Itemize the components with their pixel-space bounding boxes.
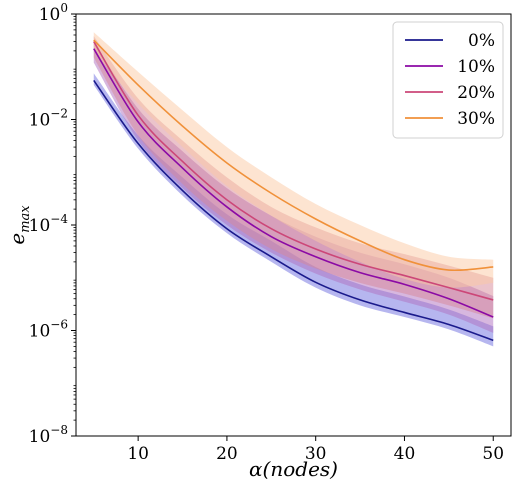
series-line-2 <box>93 41 494 301</box>
y-axis-ticks: 10−8 10−6 10−4 10−2 100 <box>29 1 76 447</box>
series-line-0 <box>93 79 494 342</box>
confidence-bands <box>93 32 494 347</box>
legend-label: 30% <box>457 109 495 129</box>
legend-label: 20% <box>457 83 495 103</box>
y-axis-label: emax <box>5 205 33 245</box>
x-tick-label: 10 <box>127 444 149 464</box>
y-tick-label: 10−6 <box>29 318 68 342</box>
x-axis-ticks: 10 20 30 40 50 <box>127 436 504 464</box>
series-line-3 <box>93 39 494 272</box>
legend-label: 0% <box>468 31 495 51</box>
legend-label: 10% <box>457 57 495 77</box>
y-tick-label: 10−8 <box>29 423 68 447</box>
y-tick-label: 100 <box>39 1 68 25</box>
series-lines <box>93 39 494 342</box>
x-tick-label: 40 <box>394 444 416 464</box>
x-tick-label: 50 <box>482 444 504 464</box>
legend-box <box>392 21 504 139</box>
series-line-1 <box>93 48 494 318</box>
band-0 <box>93 73 494 347</box>
y-tick-label: 10−4 <box>29 212 69 236</box>
legend: 0% 10% 20% 30% <box>392 21 504 139</box>
y-tick-label: 10−2 <box>29 107 68 131</box>
band-3 <box>93 32 494 288</box>
x-tick-label: 30 <box>305 444 327 464</box>
band-2 <box>93 36 494 319</box>
x-tick-label: 20 <box>216 444 238 464</box>
x-axis-label: α(nodes) <box>249 457 338 481</box>
